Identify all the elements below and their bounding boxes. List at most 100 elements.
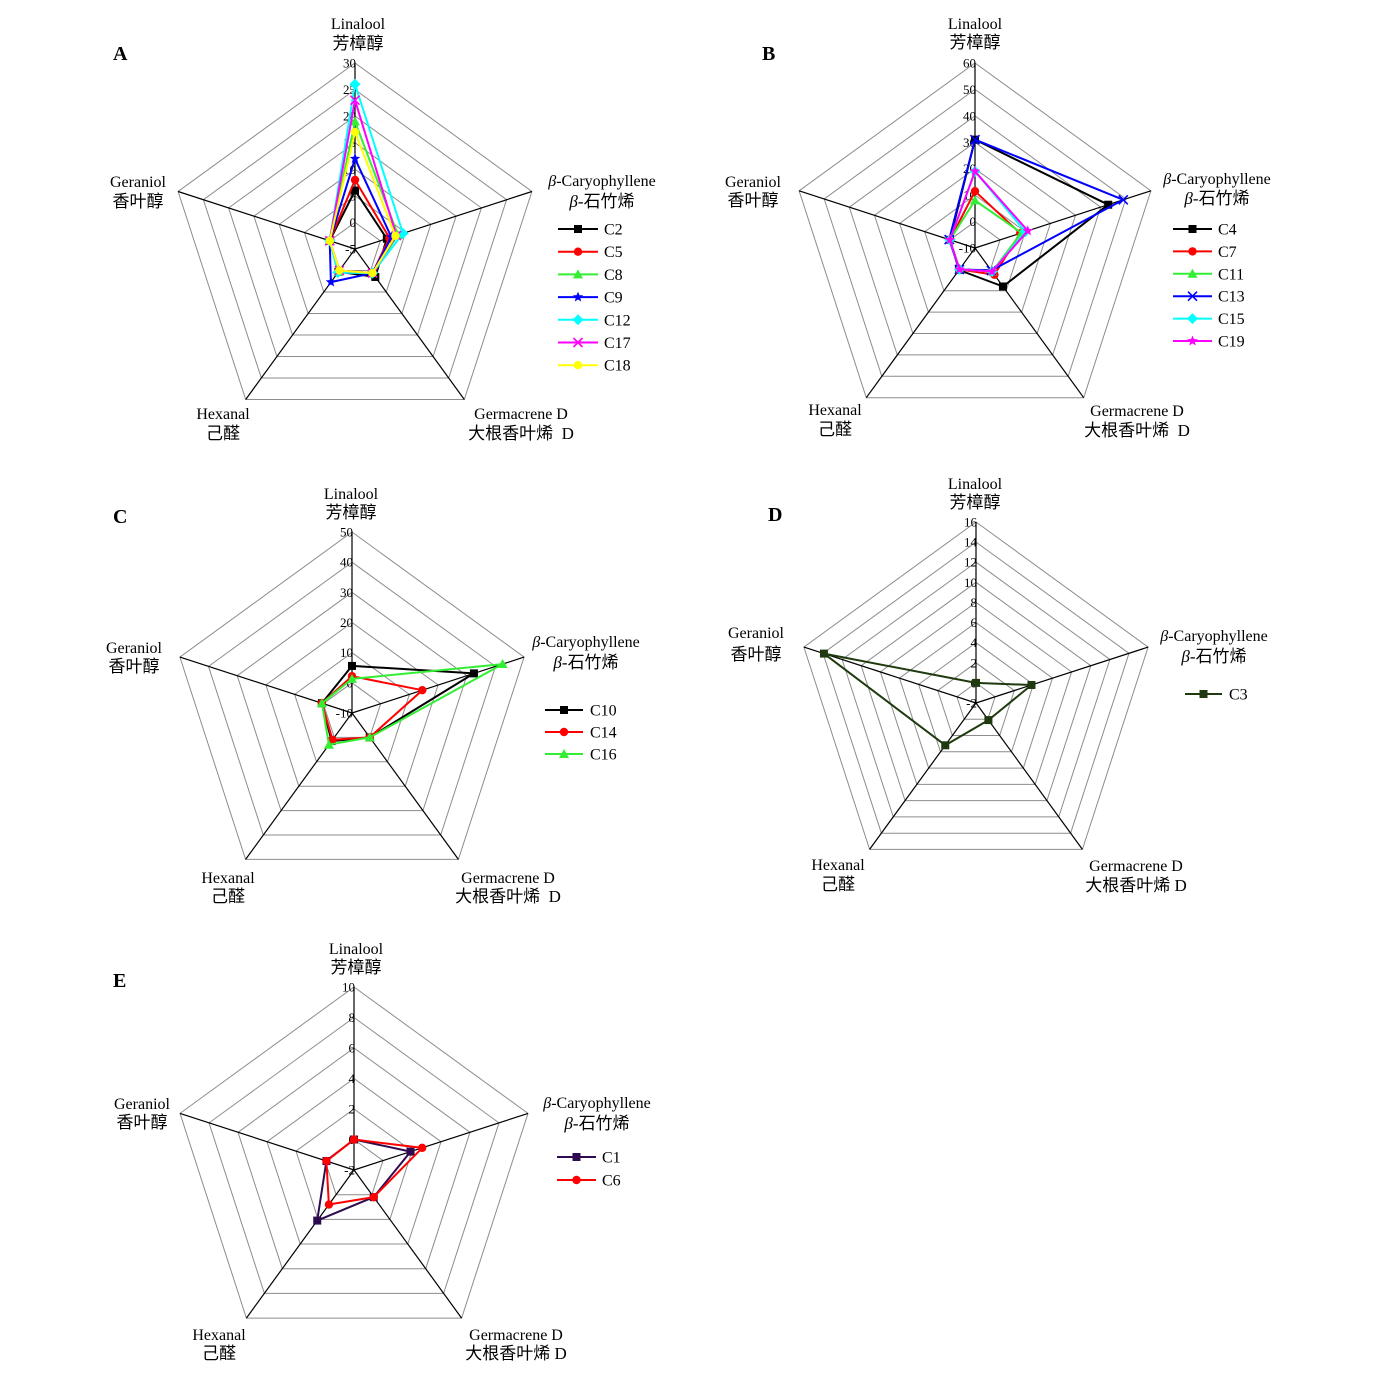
grid-ring (253, 142, 457, 336)
grid-ring (265, 621, 439, 787)
radar-panel-c: C-1001020304050Linalool芳樟醇β-Caryophyllen… (106, 486, 640, 906)
legend-marker-C19 (1187, 335, 1198, 346)
axis-label-cn-geraniol: 香叶醇 (109, 657, 160, 676)
axis-spoke-geraniol (803, 646, 977, 704)
series-C6 (322, 1135, 427, 1209)
legend-item-C15: C15 (1173, 311, 1245, 328)
grid-ring (898, 621, 1054, 769)
axis-label-cn-hexanal: 己醛 (818, 420, 852, 439)
axis-label-linalool: Linalool (329, 941, 384, 958)
marker-C18-geraniol (325, 236, 334, 245)
marker-C9-linalool (349, 153, 361, 164)
axis-label-cn-beta-caryophyllene: β-石竹烯 (568, 192, 634, 211)
legend-marker-C1 (572, 1153, 581, 1161)
series-line-C16 (320, 663, 504, 746)
marker-C13-beta-caryophyllene (1118, 194, 1129, 205)
grid-ring (303, 195, 407, 293)
marker-C5-linalool (350, 175, 360, 185)
marker-C6-germacrene-d (369, 1192, 378, 1202)
label-rest: Caryophyllene (1177, 171, 1271, 188)
axis-label-hexanal: Hexanal (811, 857, 865, 874)
series-line-C6 (325, 1138, 424, 1206)
axis-spoke-beta-caryophyllene (353, 1112, 529, 1171)
axis-label-beta-caryophyllene: β-Caryophyllene (547, 173, 656, 190)
axis-label-beta-caryophyllene: β-Caryophyllene (542, 1095, 651, 1112)
axis-label-cn-linalool: 芳樟醇 (333, 34, 384, 53)
legend-marker-C15 (1187, 313, 1198, 325)
axis-label-cn-linalool: 芳樟醇 (326, 503, 377, 522)
tick-label: 4 (971, 635, 978, 650)
grid-ring (177, 62, 533, 400)
grid-ring (207, 561, 497, 836)
legend-marker-C2 (574, 225, 582, 233)
grid-ring (237, 1047, 471, 1270)
axis-label-germacrene-d: Germacrene D (461, 870, 555, 887)
legend-marker-C10 (560, 706, 568, 714)
legend-marker-C7 (1188, 247, 1197, 256)
marker-C8-linalool (350, 116, 360, 126)
legend-marker-C13 (1187, 291, 1198, 302)
legend-label: C8 (604, 267, 623, 284)
legend-item-C3: C3 (1185, 687, 1248, 704)
legend: C10 C14 C16 (545, 703, 617, 764)
axis-label-cn-linalool: 芳樟醇 (950, 33, 1001, 52)
label-rest: 石竹烯 (584, 192, 635, 211)
legend-label: C1 (602, 1150, 621, 1167)
legend-marker-C9 (572, 291, 584, 302)
marker-C18-beta-caryophyllene (391, 231, 400, 241)
legend-label: C10 (590, 703, 617, 720)
legend-label: C16 (590, 747, 617, 764)
marker-C1-hexanal (313, 1216, 322, 1225)
marker-C18-germacrene-d (368, 268, 377, 278)
legend-item-C17: C17 (558, 335, 631, 352)
italic-prefix: β- (1162, 171, 1176, 188)
legend-item-C13: C13 (1173, 289, 1245, 306)
marker-C16-beta-caryophyllene (497, 659, 508, 669)
panel-letter: A (113, 43, 128, 65)
series-line-C3 (822, 652, 1033, 747)
grid-ring (295, 1108, 413, 1220)
italic-prefix: β- (531, 634, 545, 651)
radar-panel-d: D-20246810121416Linalool芳樟醇β-Caryophylle… (728, 476, 1268, 895)
legend-marker-C4 (1188, 225, 1197, 233)
grid-ring (329, 221, 381, 271)
italic-prefix: β- (1180, 647, 1195, 666)
legend-item-C11: C11 (1173, 266, 1244, 283)
grid-ring (956, 682, 996, 720)
grid-ring (179, 531, 525, 860)
tick-label: 60 (963, 56, 976, 71)
italic-prefix: β- (552, 653, 567, 672)
radar-panel-a: A-5051015202530Linalool芳樟醇β-Caryophyllen… (110, 16, 656, 443)
axis-label-cn-germacrene-d: 大根香叶烯 D (1084, 421, 1190, 440)
axis-label-germacrene-d: Germacrene D (474, 406, 568, 423)
axis-spoke-beta-caryophyllene (351, 656, 525, 714)
series-C16 (316, 659, 508, 749)
axis-label-cn-geraniol: 香叶醇 (113, 192, 164, 211)
axis-label-germacrene-d: Germacrene D (469, 1327, 563, 1344)
marker-C16-linalool (347, 673, 357, 683)
legend-item-C5: C5 (558, 244, 623, 261)
grid-ring (937, 662, 1015, 736)
marker-C19-geraniol (944, 234, 956, 245)
grid-ring (848, 115, 1102, 356)
axis-label-linalool: Linalool (948, 476, 1003, 493)
legend-item-C2: C2 (558, 222, 623, 239)
legend-label: C3 (1229, 687, 1248, 704)
marker-C13-linalool (969, 134, 981, 145)
legend-label: C2 (604, 222, 623, 239)
legend-label: C7 (1218, 244, 1237, 261)
legend-label: C13 (1218, 289, 1245, 306)
tick-label: 2 (349, 1102, 356, 1117)
series-line-C19 (948, 170, 1029, 273)
label-rest: 石竹烯 (1196, 647, 1247, 666)
marker-C9-hexanal (325, 276, 337, 287)
label-rest: Caryophyllene (557, 1095, 651, 1112)
tick-label: 4 (349, 1071, 356, 1086)
marker-C17-linalool (349, 95, 361, 106)
legend-marker-C11 (1187, 268, 1198, 278)
grid-ring (228, 115, 482, 357)
axis-label-germacrene-d: Germacrene D (1089, 858, 1183, 875)
series-line-C18 (328, 131, 397, 275)
tick-label: 10 (340, 645, 353, 660)
